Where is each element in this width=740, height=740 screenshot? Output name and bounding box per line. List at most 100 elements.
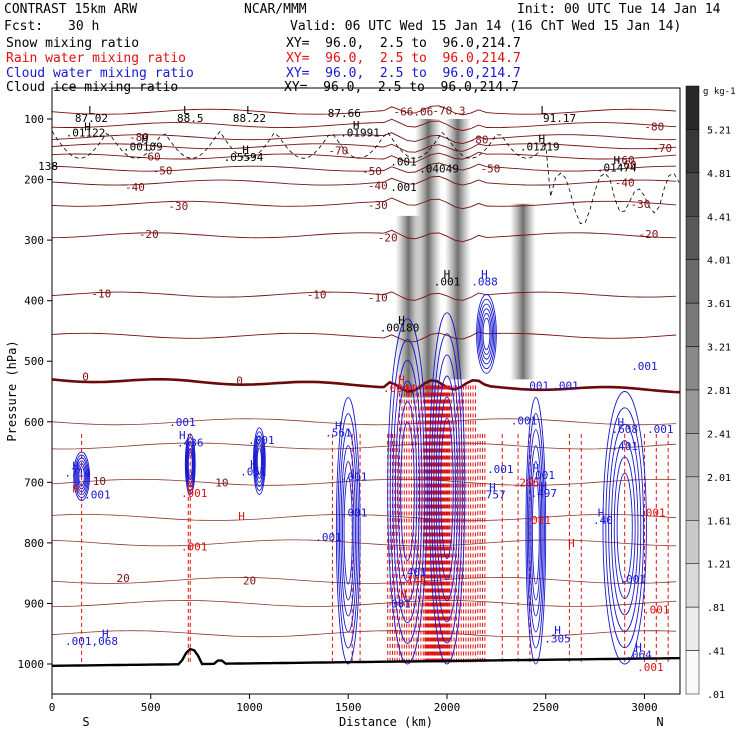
temperature-contour <box>52 599 677 607</box>
field-annotation: .01991 <box>340 126 380 139</box>
temperature-contour <box>52 175 677 186</box>
field-annotation: .001 <box>647 423 674 436</box>
field-annotation: .01474 <box>597 161 637 174</box>
field-annotation: H <box>72 459 79 472</box>
field-annotation: .001 <box>341 507 368 520</box>
field-annotation: 138 <box>38 160 58 173</box>
temperature-label: -80 <box>469 134 489 147</box>
cloud-water-contour <box>254 435 265 487</box>
freezing-level-line <box>52 378 680 394</box>
field-annotation: .001 <box>181 541 208 554</box>
field-annotation: .001 <box>384 597 411 610</box>
field-annotation: H <box>353 119 360 132</box>
cloud-water-contour <box>605 407 645 649</box>
field-annotation: .757 <box>479 488 506 501</box>
snow-shading-column <box>510 203 537 380</box>
cloud-water-contour <box>435 375 459 602</box>
field-annotation: 87.02 <box>75 112 108 125</box>
colorbar-swatch <box>685 346 700 391</box>
temperature-contour <box>52 331 677 343</box>
cloud-water-contour <box>531 477 540 585</box>
temperature-label: 20 <box>116 572 129 585</box>
temperature-contour <box>52 105 677 116</box>
temperature-label: -60 <box>617 158 637 171</box>
temperature-label: -10 <box>307 289 327 302</box>
field-annotation: .001 <box>341 470 368 483</box>
temperature-label: -30 <box>631 198 651 211</box>
cloud-water-contour <box>253 431 265 491</box>
legend-cloud-water-xy: XY= 96.0, 2.5 to 96.0,214.7 <box>286 66 521 81</box>
cloud-water-contour <box>187 451 193 477</box>
temperature-label: -30 <box>368 199 388 212</box>
field-annotation: .051 <box>240 465 267 478</box>
temperature-contour <box>52 442 677 450</box>
field-annotation: .001 <box>390 181 417 194</box>
temperature-label: 0 <box>82 370 89 383</box>
temperature-label: -80 <box>644 120 664 133</box>
field-annotation: .088 <box>471 275 498 288</box>
temperature-label: -50 <box>480 163 500 176</box>
colorbar-label: 2.01 <box>707 473 731 484</box>
field-annotation: H <box>72 482 79 495</box>
field-annotation: H <box>187 479 194 492</box>
temperature-label: -40 <box>125 181 145 194</box>
field-annotation: H <box>538 132 545 145</box>
cloud-water-contour <box>340 445 356 617</box>
cloud-water-contour <box>186 444 194 484</box>
cloud-water-contour <box>397 401 418 582</box>
y-tick-label: 700 <box>24 476 44 489</box>
colorbar-swatch <box>685 563 700 608</box>
field-annotation: .497 <box>530 487 557 500</box>
field-annotation: .064 <box>625 648 652 661</box>
field-annotation: .286 <box>513 476 540 489</box>
colorbar-label: 1.61 <box>707 516 731 527</box>
cloud-water-contour <box>78 466 85 487</box>
cloud-water-contour <box>528 429 544 633</box>
x-axis-label: Distance (km) <box>339 715 433 729</box>
field-annotation: H <box>598 507 605 520</box>
colorbar-label: 5.21 <box>707 125 731 136</box>
temperature-label: -10 <box>91 287 111 300</box>
field-annotation: .001 <box>529 469 556 482</box>
cloud-water-contour <box>256 447 262 475</box>
cloud-water-contour <box>256 443 263 479</box>
y-axis-label: Pressure (hPa) <box>5 340 19 441</box>
cloud-water-contour <box>437 396 456 581</box>
field-annotation: .561 <box>325 427 352 440</box>
cloud-water-contour <box>431 333 463 644</box>
field-annotation: .001 <box>315 531 342 544</box>
field-annotation: .01122 <box>66 126 106 139</box>
legend-cloud-water-label: Cloud water mixing ratio <box>6 66 194 81</box>
cloud-water-contour <box>74 454 89 499</box>
field-annotation: H <box>635 641 642 654</box>
x-end-label-north: N <box>656 715 663 729</box>
field-annotation: .401 <box>400 566 427 579</box>
colorbar-label: .01 <box>707 690 725 701</box>
field-annotation: .001 <box>637 661 664 674</box>
temperature-label: 0 <box>236 375 243 388</box>
field-annotation: H <box>250 458 257 471</box>
x-tick-label: 1500 <box>335 701 362 714</box>
field-annotation: .001 <box>84 488 111 501</box>
cloud-water-contour <box>75 457 88 496</box>
cloud-water-contour <box>394 380 420 603</box>
cloud-water-contour <box>252 427 266 495</box>
colorbar-label: 4.41 <box>707 212 731 223</box>
cloud-water-contour <box>400 421 415 561</box>
colorbar-swatch <box>685 172 700 217</box>
field-annotation: .001,068 <box>65 635 118 648</box>
cloud-water-contour <box>387 318 428 665</box>
cloud-water-contour <box>343 477 353 585</box>
field-annotation: L <box>246 104 253 117</box>
temperature-label: -60 <box>615 154 635 167</box>
field-annotation: .00109 <box>123 140 163 153</box>
organization-label: NCAR/MMM <box>244 2 307 17</box>
field-annotation: 88.5 <box>177 112 204 125</box>
field-annotation: L <box>540 104 547 117</box>
x-tick-label: 0 <box>49 701 56 714</box>
temperature-contour <box>52 229 677 243</box>
cloud-water-contour <box>608 423 642 632</box>
cloud-water-contour <box>337 413 359 649</box>
field-annotation: H <box>84 120 91 133</box>
cloud-water-contour <box>433 354 461 623</box>
